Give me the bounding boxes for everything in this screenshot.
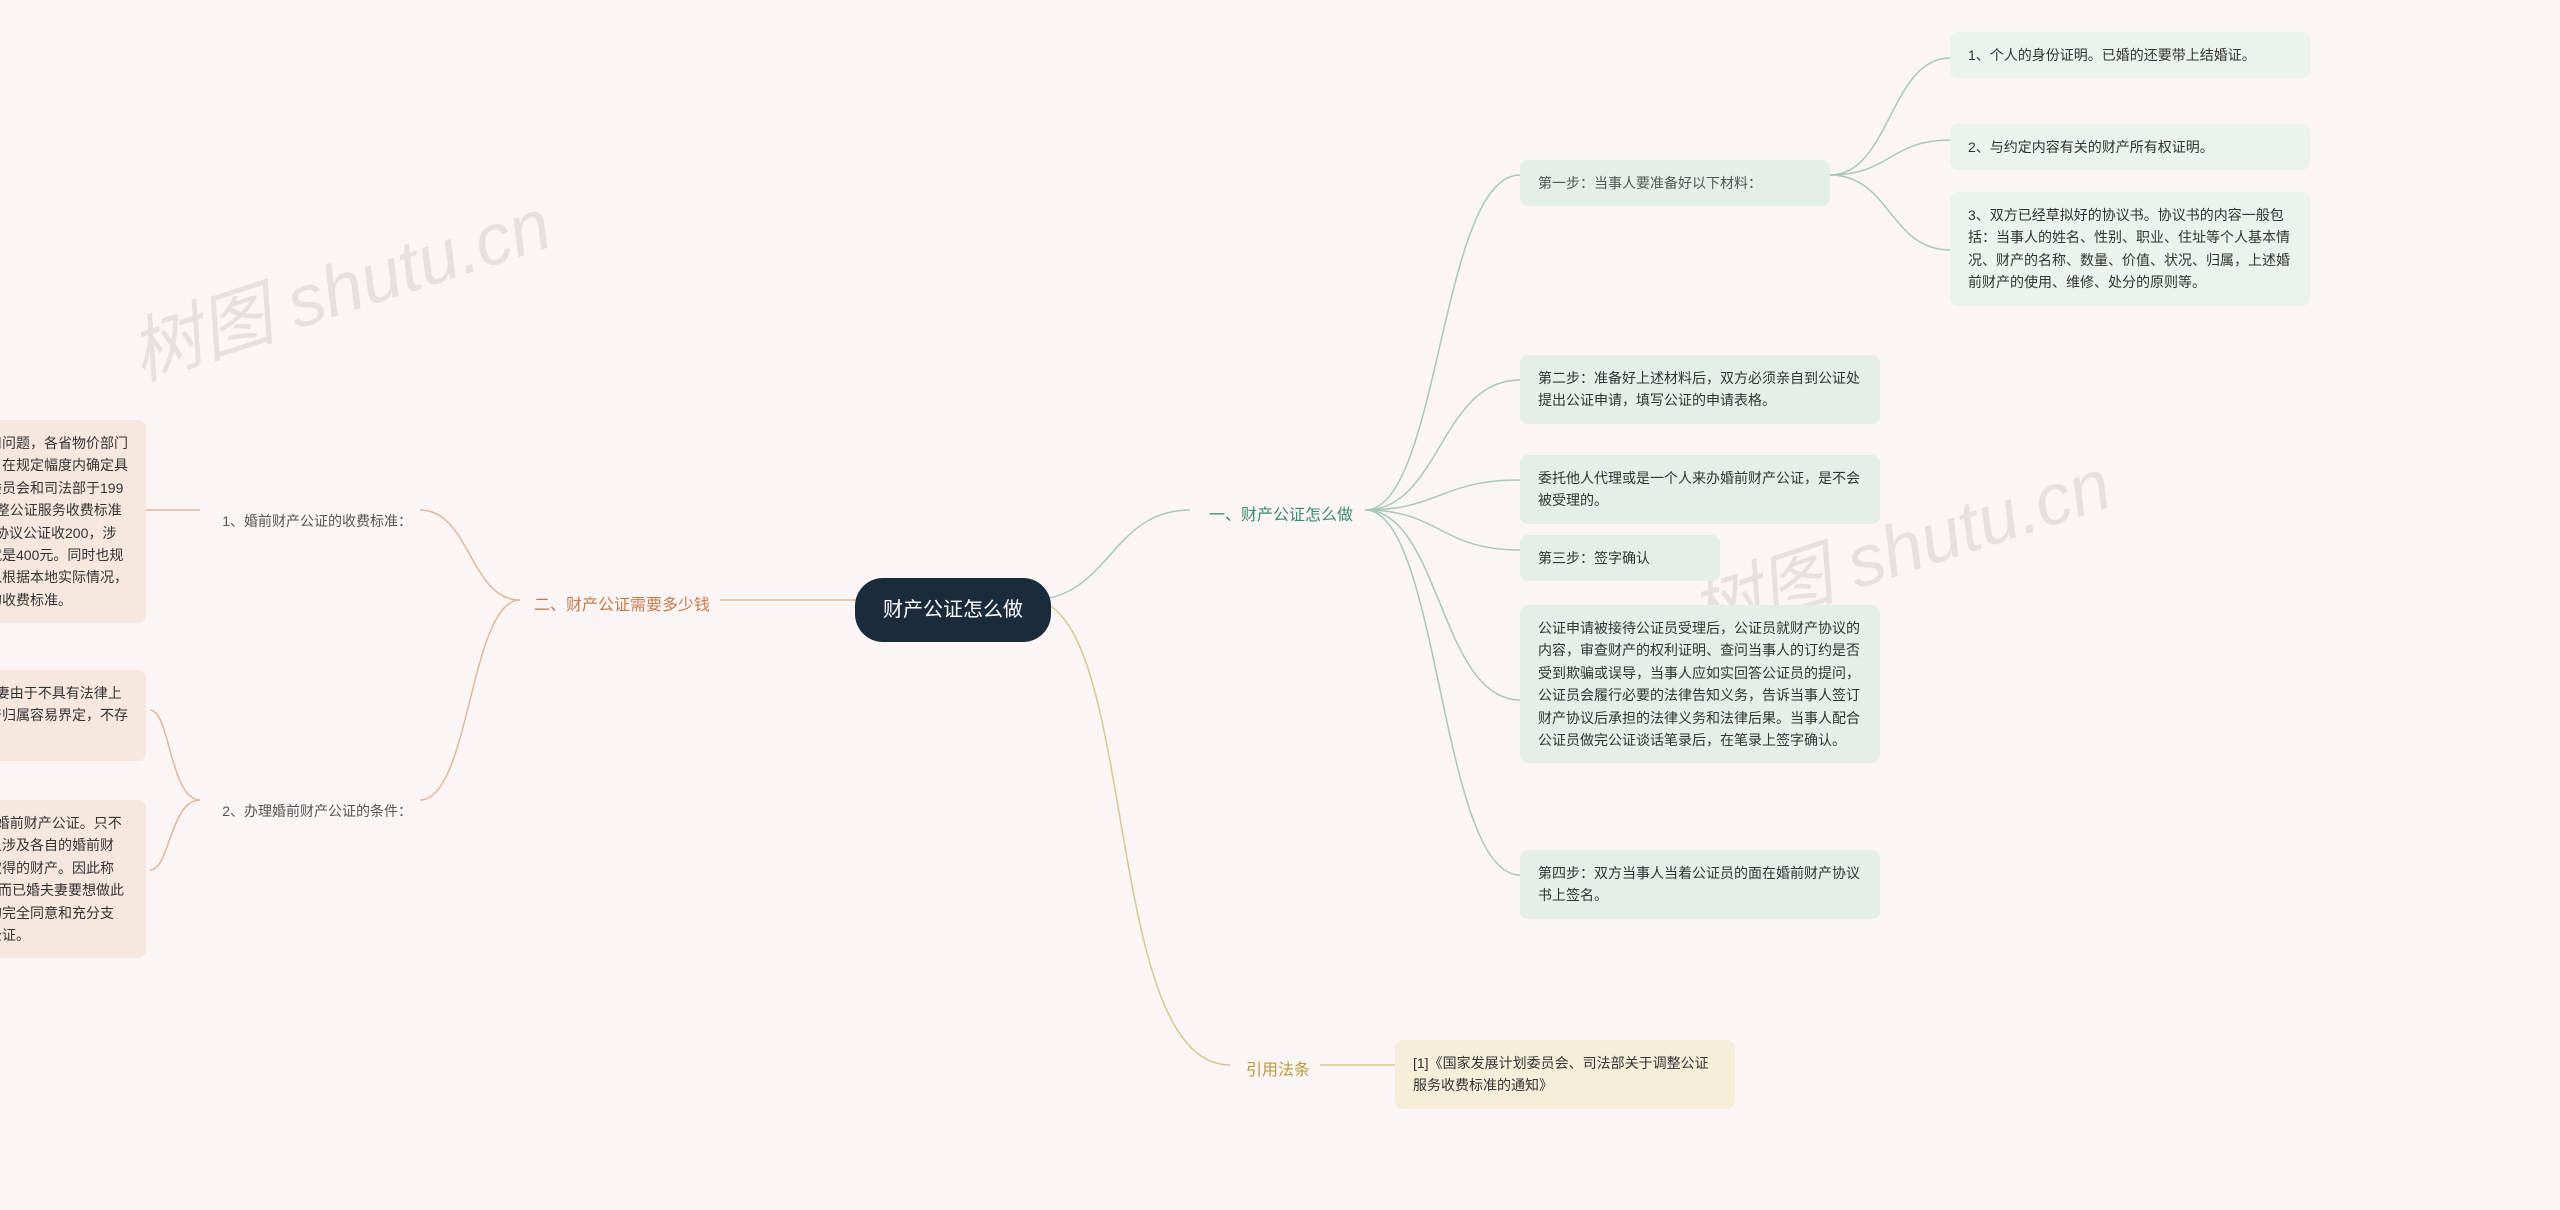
edge — [1365, 510, 1520, 875]
sub2-item1: （1）未婚夫妻。未婚夫妻由于不具有法律上的夫妻关系，各自的财产归属容易界定，不存… — [0, 670, 146, 761]
edge — [1365, 175, 1520, 510]
step3: 第三步：签字确认 — [1520, 535, 1720, 581]
sub1-text: 关于婚前财产公证的费用问题，各省物价部门可以根据本地实际情况，在规定幅度内确定具… — [0, 420, 146, 623]
sub1-label: 1、婚前财产公证的收费标准： — [200, 498, 430, 544]
branch-2: 二、财产公证需要多少钱 — [520, 585, 724, 627]
edge — [1830, 140, 1950, 175]
edge — [1030, 600, 1230, 1065]
step1-label: 第一步：当事人要准备好以下材料： — [1520, 160, 1830, 206]
edge — [420, 510, 520, 600]
branch-1: 一、财产公证怎么做 — [1195, 495, 1367, 537]
step1-item1: 1、个人的身份证明。已婚的还要带上结婚证。 — [1950, 32, 2310, 78]
edge — [1365, 510, 1520, 550]
watermark: 树图 shutu.cn — [114, 165, 561, 400]
edge — [1365, 380, 1520, 510]
edge — [420, 600, 520, 800]
edge — [150, 710, 200, 800]
edge — [1030, 510, 1190, 600]
edge — [1365, 510, 1520, 700]
step1-item3: 3、双方已经草拟好的协议书。协议书的内容一般包括：当事人的姓名、性别、职业、住址… — [1950, 192, 2310, 306]
step4: 第四步：双方当事人当着公证员的面在婚前财产协议书上签名。 — [1520, 850, 1880, 919]
branch3-text: [1]《国家发展计划委员会、司法部关于调整公证服务收费标准的通知》 — [1395, 1040, 1735, 1109]
step3a: 委托他人代理或是一个人来办婚前财产公证，是不会被受理的。 — [1520, 455, 1880, 524]
step1-item2: 2、与约定内容有关的财产所有权证明。 — [1950, 124, 2310, 170]
sub2-item2: （2）已婚夫妻也可办理婚前财产公证。只不过双方订立的协议内容只涉及各自的婚前财产… — [0, 800, 146, 958]
branch-3: 引用法条 — [1232, 1050, 1324, 1092]
edge — [1830, 58, 1950, 175]
edge — [150, 800, 200, 870]
step2: 第二步：准备好上述材料后，双方必须亲自到公证处提出公证申请，填写公证的申请表格。 — [1520, 355, 1880, 424]
edge — [1365, 480, 1520, 510]
step3b: 公证申请被接待公证员受理后，公证员就财产协议的内容，审查财产的权利证明、查问当事… — [1520, 605, 1880, 763]
center-node: 财产公证怎么做 — [855, 578, 1051, 642]
sub2-label: 2、办理婚前财产公证的条件： — [200, 788, 430, 834]
edge — [1830, 175, 1950, 250]
